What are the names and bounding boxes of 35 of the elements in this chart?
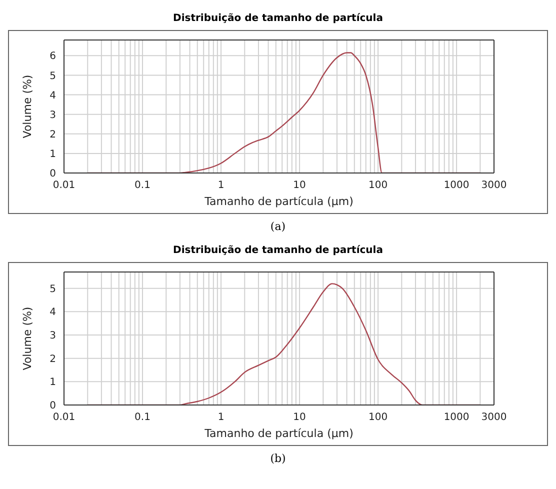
x-tick-label: 0.01 xyxy=(52,412,76,424)
y-tick-label: 0 xyxy=(50,168,56,180)
y-tick-label: 3 xyxy=(50,110,56,121)
x-tick-label: 3000 xyxy=(481,412,507,424)
x-tick-label: 1000 xyxy=(444,180,470,192)
x-tick-label: 100 xyxy=(368,412,388,424)
y-tick-label: 2 xyxy=(50,354,56,365)
x-tick-label: 10 xyxy=(293,180,306,192)
x-tick-label: 0.1 xyxy=(134,180,150,192)
y-tick-label: 5 xyxy=(50,284,56,295)
y-tick-label: 2 xyxy=(50,129,56,140)
x-axis-title: Tamanho de partícula (μm) xyxy=(204,195,354,208)
chart-title: Distribuição de tamanho de partícula xyxy=(172,244,384,258)
chart-title: Distribuição de tamanho de partícula xyxy=(172,12,384,26)
y-tick-label: 3 xyxy=(50,330,56,342)
x-tick-label: 1 xyxy=(218,180,224,192)
x-tick-label: 10 xyxy=(293,412,306,424)
x-tick-label: 1 xyxy=(218,412,224,424)
y-axis-title: Volume (%) xyxy=(20,74,34,138)
x-tick-label: 3000 xyxy=(481,180,507,192)
text: (b) xyxy=(269,451,287,467)
y-tick-label: 0 xyxy=(50,400,56,412)
y-tick-label: 5 xyxy=(50,70,56,82)
y-tick-label: 4 xyxy=(50,307,56,318)
x-tick-label: 0.01 xyxy=(52,180,76,192)
x-tick-label: 0.1 xyxy=(134,412,150,424)
y-tick-label: 6 xyxy=(50,51,56,62)
y-tick-label: 1 xyxy=(50,377,56,388)
y-tick-label: 1 xyxy=(50,148,56,160)
text: (a) xyxy=(269,219,287,235)
y-axis-title: Volume (%) xyxy=(20,306,34,370)
x-tick-label: 100 xyxy=(368,180,388,192)
y-tick-label: 4 xyxy=(50,90,56,102)
x-axis-title: Tamanho de partícula (μm) xyxy=(204,427,354,440)
x-tick-label: 1000 xyxy=(444,412,470,424)
